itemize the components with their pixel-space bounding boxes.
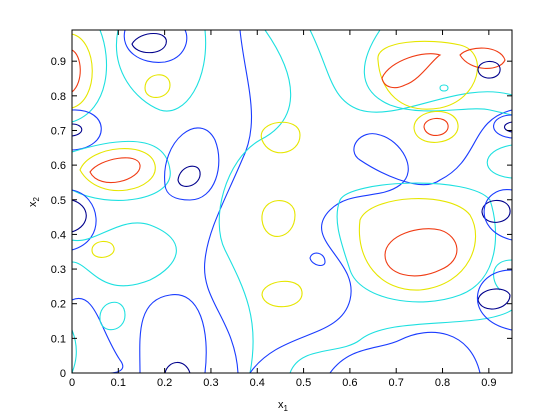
x-tick-label: 0.6 <box>342 377 357 389</box>
y-tick-label: 0.6 <box>51 160 66 172</box>
contour-lines <box>72 30 512 373</box>
x-tick-label: 0.5 <box>296 377 311 389</box>
y-axis-label: x2 <box>27 196 41 207</box>
x-tick-label: 0.1 <box>111 377 126 389</box>
x-tick-label: 0.8 <box>435 377 450 389</box>
x-tick-label: 0.4 <box>250 377 265 389</box>
x-tick-label: 0.9 <box>481 377 496 389</box>
x-tick-label: 0.7 <box>389 377 404 389</box>
y-tick-label: 0.1 <box>51 333 66 345</box>
y-tick-label: 0.7 <box>51 125 66 137</box>
y-tick-label: 0 <box>60 368 66 380</box>
y-tick-label: 0.4 <box>51 229 66 241</box>
y-tick-label: 0.9 <box>51 56 66 68</box>
x-tick-label: 0.3 <box>203 377 218 389</box>
plot-frame <box>71 29 513 374</box>
y-tick-label: 0.5 <box>51 195 66 207</box>
x-tick-label: 0.2 <box>157 377 172 389</box>
y-tick-label: 0.2 <box>51 299 66 311</box>
x-tick-label: 0 <box>69 377 75 389</box>
y-tick-label: 0.3 <box>51 264 66 276</box>
x-axis-label: x1 <box>278 399 289 413</box>
y-tick-label: 0.8 <box>51 91 66 103</box>
